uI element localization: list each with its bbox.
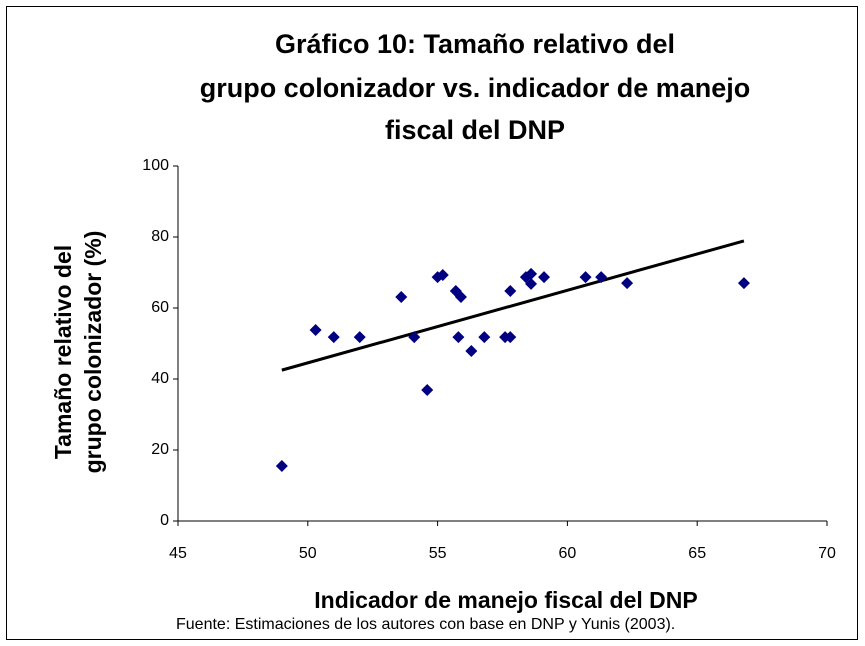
point [327, 331, 340, 344]
point [454, 290, 467, 303]
chart-title: fiscal del DNP [385, 115, 565, 145]
x-tick-label: 50 [299, 545, 317, 562]
point [275, 459, 288, 472]
point [353, 331, 366, 344]
y-axis-title: grupo colonizador (%) [80, 231, 106, 474]
x-tick-label: 70 [818, 545, 836, 562]
point [525, 267, 538, 280]
source-note: Fuente: Estimaciones de los autores con … [176, 616, 675, 633]
trend-line [281, 239, 745, 372]
chart-title: Gráfico 10: Tamaño relativo del [275, 29, 675, 59]
point [525, 277, 538, 290]
point [408, 331, 421, 344]
point [504, 284, 517, 297]
point [504, 331, 517, 344]
point [737, 277, 750, 290]
chart-border [6, 6, 858, 640]
x-tick-label: 60 [559, 545, 577, 562]
y-axis-title: Tamaño relativo del [50, 245, 76, 459]
point [465, 344, 478, 357]
point [579, 271, 592, 284]
y-tick-label: 100 [142, 157, 169, 174]
point [595, 271, 608, 284]
x-tick-label: 65 [688, 545, 706, 562]
point [395, 290, 408, 303]
x-tick-label: 55 [429, 545, 447, 562]
x-axis-title: Indicador de manejo fiscal del DNP [314, 587, 697, 613]
y-tick-label: 80 [151, 228, 169, 245]
point [452, 331, 465, 344]
point [621, 277, 634, 290]
y-tick-label: 40 [151, 370, 169, 387]
x-tick-label: 45 [169, 545, 187, 562]
point [478, 331, 491, 344]
chart-title: grupo colonizador vs. indicador de manej… [200, 73, 751, 103]
y-tick-label: 60 [151, 299, 169, 316]
point [436, 268, 449, 281]
y-tick-label: 0 [160, 512, 169, 529]
point [538, 271, 551, 284]
point [421, 384, 434, 397]
y-tick-label: 20 [151, 441, 169, 458]
point [309, 324, 322, 337]
